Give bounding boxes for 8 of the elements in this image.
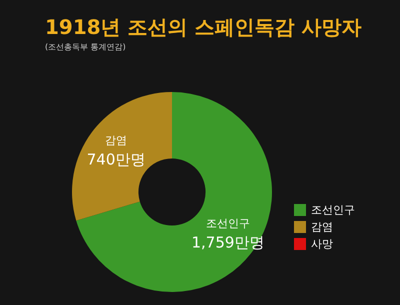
legend-label: 감염 [311, 220, 333, 234]
chart-subtitle: (조선총독부 통계연감) [45, 42, 126, 52]
data-label: 740만명 [86, 150, 146, 168]
legend-label: 사망 [311, 238, 333, 250]
legend-label: 조선인구 [311, 204, 355, 216]
chart-title: 1918년 조선의 스페인독감 사망자 [45, 15, 362, 39]
slice-label: 감염 [105, 134, 128, 147]
slice-label: 조선인구 [206, 217, 250, 230]
